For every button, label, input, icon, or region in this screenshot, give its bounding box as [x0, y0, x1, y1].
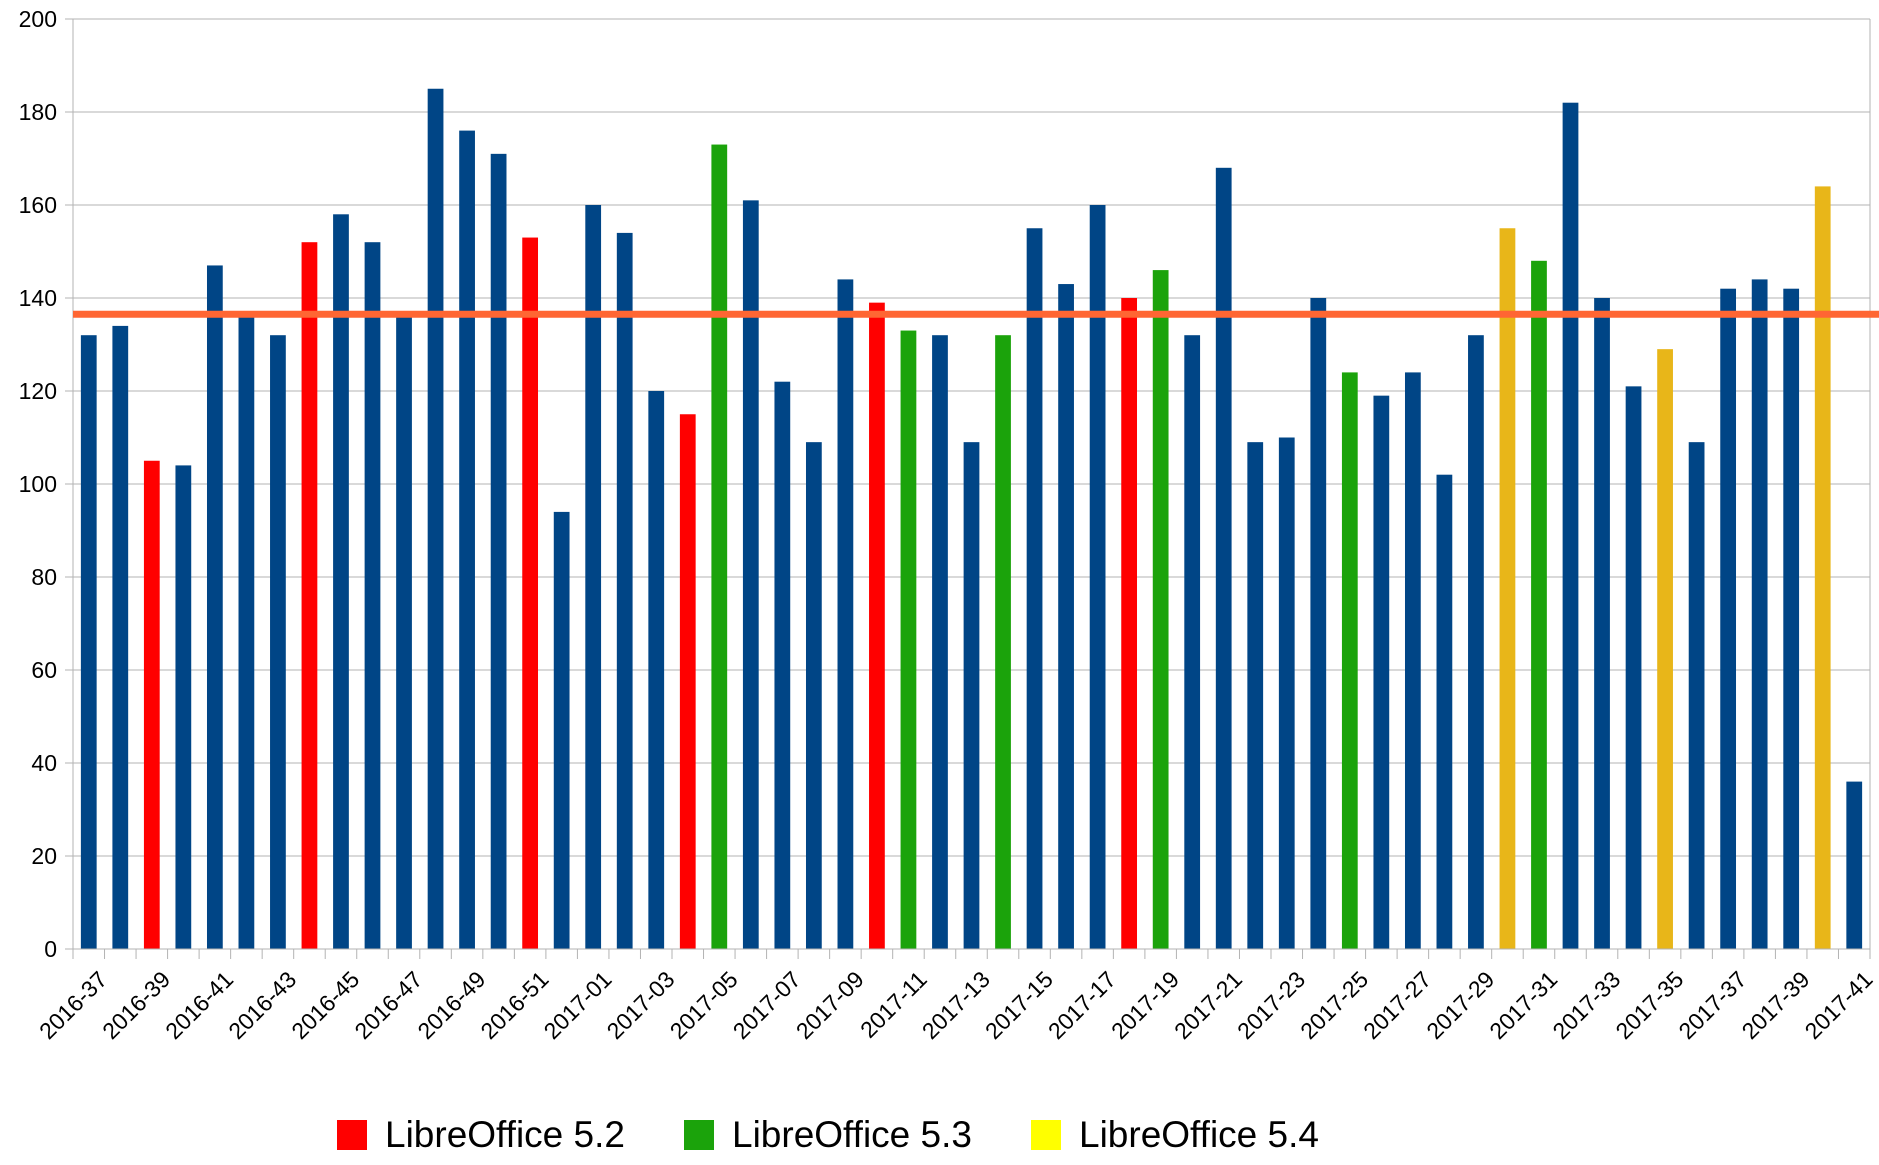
y-tick-label: 60	[31, 657, 57, 683]
bar	[869, 302, 885, 949]
bar	[1152, 270, 1169, 950]
bar	[333, 214, 349, 950]
bar	[1499, 228, 1516, 949]
bar	[774, 381, 791, 949]
y-tick-label: 40	[31, 750, 57, 776]
bar	[1184, 335, 1201, 949]
y-tick-label: 20	[31, 843, 57, 869]
x-tick-label: 2017-09	[791, 966, 869, 1040]
bar	[900, 330, 917, 949]
y-tick-label: 80	[31, 564, 57, 590]
bar	[1562, 102, 1579, 949]
bar	[1720, 288, 1737, 949]
x-tick-label: 2017-41	[1800, 966, 1878, 1040]
y-tick-label: 120	[19, 378, 57, 404]
y-tick-label: 0	[44, 936, 57, 962]
axes	[65, 18, 1871, 959]
bar	[585, 205, 602, 949]
bar	[963, 442, 980, 949]
bar	[364, 242, 381, 949]
bar	[679, 414, 696, 949]
bar	[1058, 284, 1074, 949]
legend-swatch-lo52	[337, 1120, 367, 1150]
bar	[1751, 279, 1768, 949]
bar	[1247, 442, 1264, 949]
bar	[1531, 260, 1547, 949]
y-tick-label: 140	[19, 285, 57, 311]
bar	[1436, 474, 1453, 949]
bar	[1215, 167, 1232, 950]
bar	[648, 391, 665, 949]
bar	[238, 311, 255, 949]
bar	[1594, 298, 1610, 949]
y-tick-label: 160	[19, 192, 57, 218]
legend: LibreOffice 5.2 LibreOffice 5.3 LibreOff…	[0, 1105, 1879, 1165]
bars	[80, 88, 1863, 950]
bar	[1625, 386, 1642, 950]
legend-label-lo52: LibreOffice 5.2	[385, 1114, 625, 1155]
x-tick-labels: 2016-372016-392016-412016-432016-452016-…	[34, 966, 1878, 1040]
bar	[553, 511, 570, 949]
bar	[932, 335, 948, 949]
bar	[396, 311, 412, 949]
bar	[1089, 205, 1106, 949]
legend-label-lo54: LibreOffice 5.4	[1079, 1114, 1319, 1155]
bar-chart: 0 20 40 60 80 100 120 140 160 180 200 2016-372016-…	[19, 6, 1879, 1040]
y-tick-label: 100	[19, 471, 57, 497]
bar	[1404, 372, 1421, 949]
bar	[301, 242, 318, 949]
bar	[711, 144, 728, 950]
y-tick-label: 180	[19, 99, 57, 125]
bar	[522, 237, 539, 950]
y-tick-labels: 0 20 40 60 80 100 120 140 160 180 200	[19, 6, 57, 962]
bar	[112, 325, 129, 949]
bar	[206, 265, 223, 949]
legend-swatch-lo53	[684, 1120, 714, 1150]
bar	[1278, 437, 1295, 949]
bar	[1310, 298, 1327, 949]
bar	[1814, 186, 1831, 949]
bar	[270, 335, 286, 949]
bar	[490, 153, 507, 950]
bar	[1657, 349, 1673, 949]
bar	[1468, 335, 1484, 949]
bar	[459, 130, 475, 950]
bar	[742, 200, 759, 950]
legend-label-lo53: LibreOffice 5.3	[732, 1114, 972, 1155]
legend-item-lo54: LibreOffice 5.4	[1031, 1105, 1319, 1165]
bar	[1121, 298, 1138, 949]
bar	[427, 88, 444, 949]
bar	[805, 442, 822, 949]
bar	[1373, 395, 1390, 949]
bar	[175, 465, 192, 949]
legend-swatch-lo54	[1031, 1120, 1061, 1150]
bar	[1688, 442, 1705, 949]
bar	[995, 335, 1011, 949]
bar	[1341, 372, 1358, 949]
bar	[837, 279, 854, 949]
bar	[80, 335, 97, 949]
bar	[143, 460, 160, 949]
bar	[1783, 288, 1800, 949]
bar	[1026, 228, 1043, 949]
bar	[616, 232, 633, 949]
bar	[1846, 781, 1863, 949]
y-tick-label: 200	[19, 6, 57, 32]
legend-item-lo52: LibreOffice 5.2	[337, 1105, 625, 1165]
legend-item-lo53: LibreOffice 5.3	[684, 1105, 972, 1165]
